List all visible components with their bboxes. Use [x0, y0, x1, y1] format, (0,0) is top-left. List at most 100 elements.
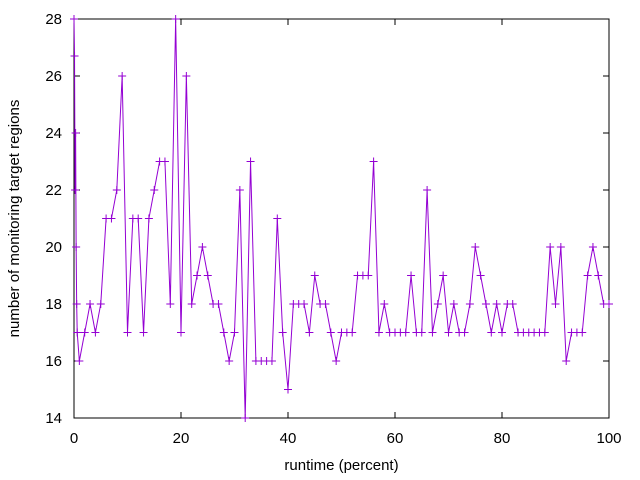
data-point-marker	[348, 328, 357, 337]
data-point-marker	[562, 357, 571, 365]
x-tick-label: 100	[596, 430, 621, 447]
data-point-marker	[241, 414, 250, 422]
data-point-marker	[583, 271, 592, 280]
data-point-marker	[171, 15, 180, 23]
y-tick-label: 18	[45, 296, 62, 313]
data-point-marker	[305, 328, 314, 337]
data-point-marker	[214, 300, 223, 308]
data-point-marker	[72, 243, 81, 251]
data-point-marker	[198, 243, 207, 251]
data-point-marker	[578, 328, 587, 337]
data-point-marker	[332, 357, 341, 365]
data-point-marker	[460, 328, 469, 337]
data-point-marker	[369, 157, 378, 166]
data-point-marker	[433, 300, 442, 308]
data-point-marker	[374, 328, 383, 337]
data-point-marker	[540, 328, 549, 337]
y-tick-label: 16	[45, 353, 62, 370]
x-tick-label: 60	[387, 430, 404, 447]
data-point-marker	[428, 328, 437, 337]
data-point-marker	[300, 300, 309, 308]
data-point-marker	[364, 271, 373, 280]
x-tick-label: 40	[280, 430, 297, 447]
x-axis-title: runtime (percent)	[284, 457, 398, 474]
data-point-marker	[546, 243, 555, 251]
data-point-marker	[481, 300, 490, 308]
y-tick-label: 28	[45, 11, 62, 28]
data-point-marker	[465, 300, 474, 308]
data-point-marker	[134, 214, 143, 223]
data-point-marker	[310, 271, 319, 280]
data-point-marker	[423, 186, 432, 194]
data-point-marker	[439, 271, 448, 280]
data-point-marker	[273, 214, 282, 223]
data-point-marker	[112, 186, 121, 194]
data-point-marker	[177, 328, 185, 337]
x-tick-label: 0	[70, 430, 78, 447]
data-point-marker	[594, 271, 603, 280]
data-point-marker	[144, 214, 153, 223]
data-point-marker	[284, 385, 292, 394]
series-markers	[70, 15, 613, 422]
data-point-marker	[326, 328, 335, 337]
x-tick-label: 20	[173, 430, 190, 447]
data-point-marker	[96, 300, 105, 308]
data-point-marker	[193, 271, 202, 280]
data-point-marker	[380, 300, 389, 308]
y-tick-label: 22	[45, 182, 62, 199]
data-point-marker	[492, 300, 501, 308]
data-point-marker	[70, 15, 78, 23]
data-point-marker	[449, 300, 458, 308]
data-point-marker	[278, 328, 287, 337]
data-point-marker	[72, 300, 81, 308]
data-point-marker	[321, 300, 330, 308]
y-tick-label: 24	[45, 125, 62, 142]
data-point-marker	[551, 300, 560, 308]
data-point-marker	[476, 271, 485, 280]
data-point-marker	[73, 328, 82, 337]
x-tick-label: 80	[494, 430, 511, 447]
data-point-marker	[150, 186, 159, 194]
data-point-marker	[70, 52, 79, 61]
data-point-marker	[444, 328, 453, 337]
data-point-marker	[235, 186, 244, 194]
data-point-marker	[187, 300, 196, 308]
data-point-marker	[91, 328, 100, 337]
data-point-marker	[107, 214, 116, 223]
data-point-marker	[605, 300, 613, 308]
data-point-marker	[166, 300, 175, 308]
data-point-marker	[407, 271, 416, 280]
x-axis: 0 20 40 60 80 100	[70, 19, 622, 447]
data-point-marker	[80, 328, 89, 337]
data-point-marker	[588, 243, 597, 251]
y-axis-title: number of monitoring target regions	[6, 100, 23, 338]
data-point-marker	[71, 186, 80, 194]
data-point-marker	[86, 300, 95, 308]
data-point-marker	[225, 357, 234, 365]
data-point-marker	[203, 271, 212, 280]
y-tick-label: 26	[45, 68, 62, 85]
plot-frame	[73, 18, 610, 419]
data-point-marker	[118, 72, 127, 80]
data-point-marker	[487, 328, 496, 337]
data-point-marker	[401, 328, 410, 337]
data-point-marker	[498, 328, 506, 337]
data-point-marker	[219, 328, 228, 337]
data-point-marker	[230, 328, 239, 337]
data-point-marker	[246, 157, 255, 166]
y-tick-label: 20	[45, 239, 62, 256]
data-point-marker	[508, 300, 517, 308]
y-tick-label: 14	[45, 410, 62, 427]
data-point-marker	[160, 157, 169, 166]
data-point-marker	[556, 243, 565, 251]
data-point-marker	[123, 328, 132, 337]
data-point-marker	[417, 328, 426, 337]
data-point-marker	[139, 328, 148, 337]
data-point-marker	[471, 243, 480, 251]
data-point-marker	[267, 357, 276, 365]
data-point-marker	[75, 357, 84, 365]
data-point-marker	[71, 129, 80, 137]
data-point-marker	[182, 72, 191, 80]
